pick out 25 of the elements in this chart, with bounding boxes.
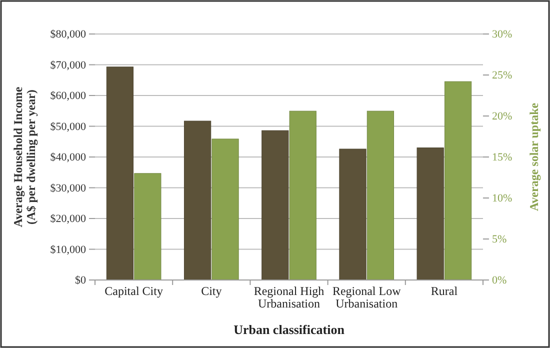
x-tick-label: Rural (430, 284, 458, 298)
y-tick-label: $20,000 (50, 213, 86, 226)
y-tick-label: $40,000 (50, 152, 86, 164)
x-tick-label: City (201, 284, 222, 298)
y2-axis-title: Average solar uptake (527, 102, 541, 212)
y-tick-label: $80,000 (50, 28, 86, 41)
y2-tick-label: 20% (492, 110, 512, 123)
y-tick-label: $50,000 (50, 120, 86, 133)
y-tick-label: $70,000 (50, 59, 86, 72)
y2-tick-label: 0% (492, 274, 507, 287)
y2-tick-label: 25% (492, 70, 512, 82)
x-tick-label: Regional Low Urbanisation (332, 284, 402, 311)
y-tick-label: $0 (75, 274, 86, 287)
y2-tick-label: 30% (492, 28, 512, 41)
y2-tick-label: 5% (492, 234, 507, 246)
y-tick-label: $60,000 (50, 90, 86, 102)
x-axis-title: Urban classification (234, 322, 346, 337)
bar (106, 66, 134, 280)
x-tick-label: Regional High Urbanisation (254, 284, 324, 311)
y2-tick-label: 10% (492, 192, 512, 205)
y-axis-title: Average Household Income (A$ per dwelling per year) (11, 86, 38, 228)
y-tick-label: $10,000 (50, 244, 86, 256)
x-tick-label: Capital City (104, 284, 163, 298)
y2-tick-label: 15% (492, 152, 512, 164)
y-tick-label: $30,000 (50, 182, 86, 194)
